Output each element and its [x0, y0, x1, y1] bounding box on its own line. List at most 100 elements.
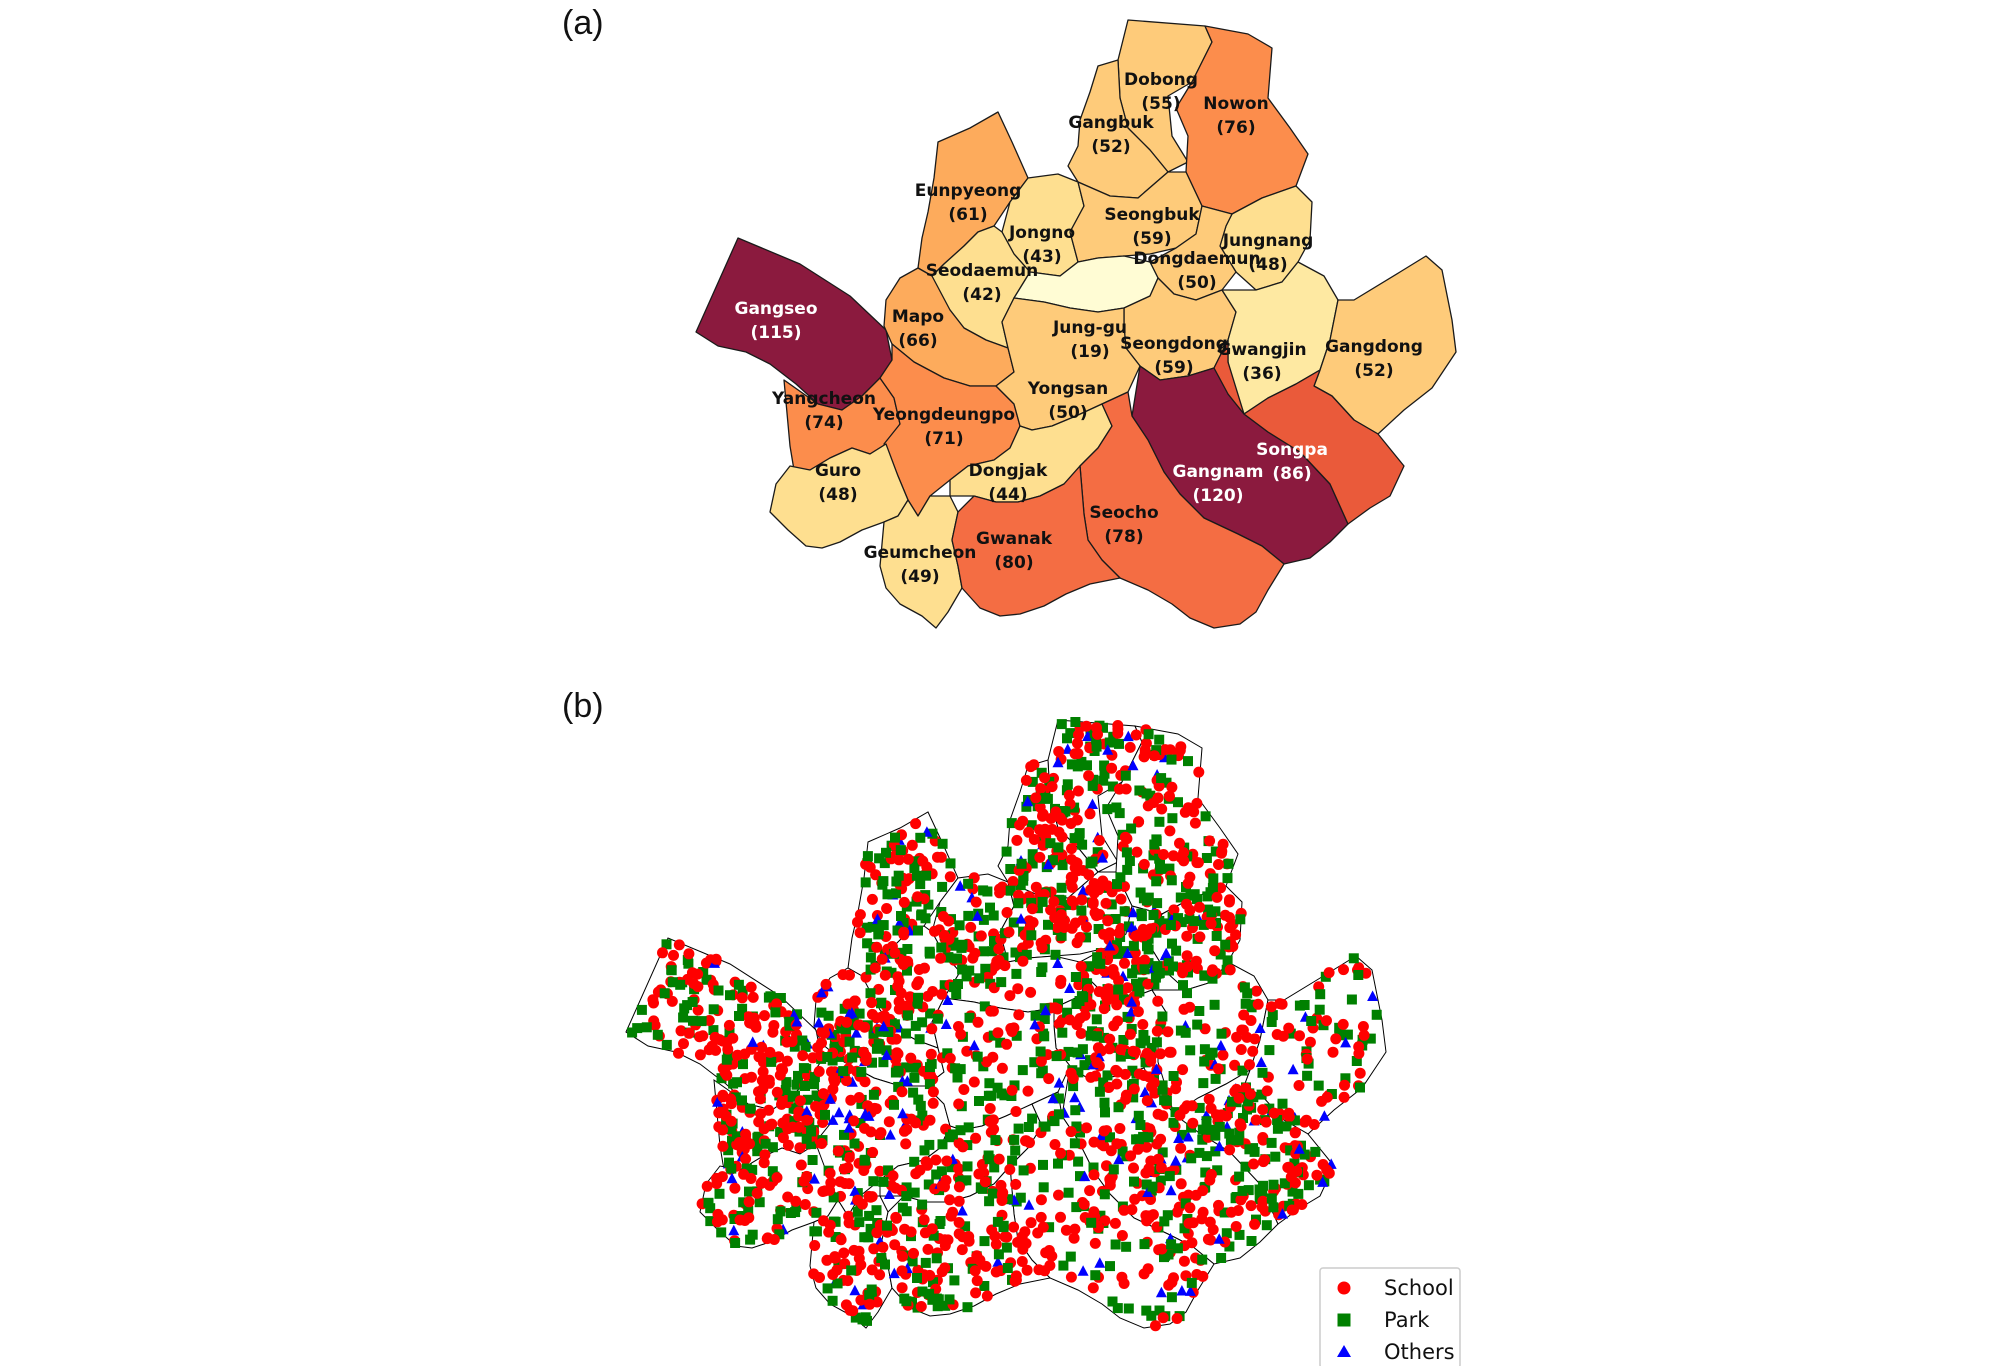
- park-point: [1075, 1171, 1085, 1182]
- park-point: [1075, 1127, 1085, 1138]
- school-point: [747, 991, 759, 1003]
- school-point: [1010, 1178, 1022, 1190]
- school-point: [1066, 895, 1078, 907]
- school-point: [958, 1084, 970, 1095]
- school-point: [1178, 847, 1190, 859]
- park-point: [1013, 898, 1024, 909]
- park-point: [1092, 1031, 1103, 1042]
- school-point: [1035, 1055, 1047, 1067]
- park-point: [1151, 1037, 1162, 1048]
- park-point: [975, 1182, 986, 1193]
- school-point: [1024, 1137, 1035, 1149]
- park-point: [830, 1216, 841, 1227]
- school-point: [1025, 761, 1037, 773]
- park-point: [1079, 1060, 1090, 1071]
- others-point: [956, 1205, 968, 1216]
- school-point: [816, 1037, 827, 1049]
- school-point: [1197, 1185, 1209, 1197]
- school-point: [870, 1103, 882, 1115]
- school-point: [896, 1282, 908, 1294]
- school-point: [842, 1275, 854, 1287]
- district-count-dongjak: (44): [988, 485, 1027, 505]
- park-point: [1256, 1089, 1267, 1100]
- park-point: [1013, 1123, 1024, 1134]
- school-point: [1131, 846, 1143, 858]
- park-point: [1085, 1055, 1095, 1066]
- park-point: [659, 988, 670, 999]
- school-point: [1191, 797, 1203, 809]
- park-point: [950, 940, 961, 951]
- park-point: [1070, 717, 1081, 727]
- park-point: [731, 1131, 742, 1142]
- school-point: [1205, 1169, 1217, 1180]
- park-point: [1061, 785, 1072, 796]
- park-point: [703, 1197, 714, 1208]
- park-point: [913, 992, 923, 1003]
- park-point: [1108, 1164, 1119, 1175]
- school-point: [1204, 835, 1216, 847]
- school-point: [866, 1264, 878, 1276]
- district-name-nowon: Nowon: [1203, 94, 1268, 114]
- school-point: [771, 1172, 783, 1184]
- park-point: [927, 828, 938, 839]
- park-point: [1118, 994, 1129, 1005]
- park-point: [1119, 946, 1130, 957]
- park-point: [1062, 1007, 1073, 1018]
- others-point: [1102, 744, 1114, 755]
- park-point: [688, 1015, 698, 1026]
- school-point: [823, 1226, 835, 1238]
- school-point: [1148, 750, 1160, 762]
- school-point: [1111, 1078, 1123, 1090]
- park-point: [1234, 1229, 1245, 1240]
- school-point: [1256, 1201, 1268, 1213]
- school-point: [1230, 1221, 1242, 1232]
- park-point: [1175, 892, 1186, 903]
- school-point: [1260, 1116, 1272, 1128]
- park-point: [724, 1157, 734, 1168]
- school-point: [1165, 1046, 1177, 1058]
- school-point: [941, 1155, 953, 1167]
- park-point: [1106, 899, 1117, 910]
- park-point: [1023, 1122, 1034, 1132]
- park-point: [1240, 998, 1251, 1009]
- park-point: [1058, 806, 1069, 816]
- park-point: [1128, 940, 1139, 951]
- park-point: [1198, 919, 1209, 930]
- school-point: [896, 1265, 908, 1277]
- park-point: [874, 853, 885, 864]
- park-point: [951, 989, 962, 999]
- school-point: [1245, 1200, 1257, 1212]
- school-point: [989, 960, 1001, 972]
- school-point: [915, 1301, 927, 1312]
- park-point: [1147, 1181, 1158, 1192]
- park-point: [787, 1091, 798, 1102]
- park-point: [1092, 952, 1103, 963]
- school-point: [868, 1243, 880, 1255]
- park-point: [745, 1103, 756, 1114]
- school-point: [739, 1048, 751, 1060]
- park-point: [627, 1027, 638, 1038]
- school-point: [1033, 1264, 1045, 1276]
- park-point: [901, 1296, 912, 1307]
- park-point: [954, 920, 965, 931]
- school-point: [1182, 877, 1194, 889]
- school-point: [1156, 803, 1168, 815]
- school-point: [1073, 729, 1084, 741]
- school-point: [1072, 737, 1083, 749]
- park-point: [974, 973, 985, 984]
- park-point: [1006, 818, 1017, 829]
- school-point: [837, 969, 849, 981]
- school-point: [1164, 790, 1175, 802]
- school-point: [996, 1062, 1008, 1074]
- school-point: [1113, 927, 1125, 939]
- school-point: [1337, 1018, 1349, 1030]
- others-point: [712, 1096, 724, 1107]
- others-point: [1022, 795, 1034, 807]
- school-point: [1035, 1194, 1047, 1206]
- school-point: [1007, 876, 1019, 887]
- school-point: [1055, 1147, 1067, 1159]
- school-point: [1081, 921, 1092, 933]
- school-point: [910, 1117, 922, 1129]
- school-point: [668, 949, 679, 961]
- school-point: [853, 1019, 865, 1031]
